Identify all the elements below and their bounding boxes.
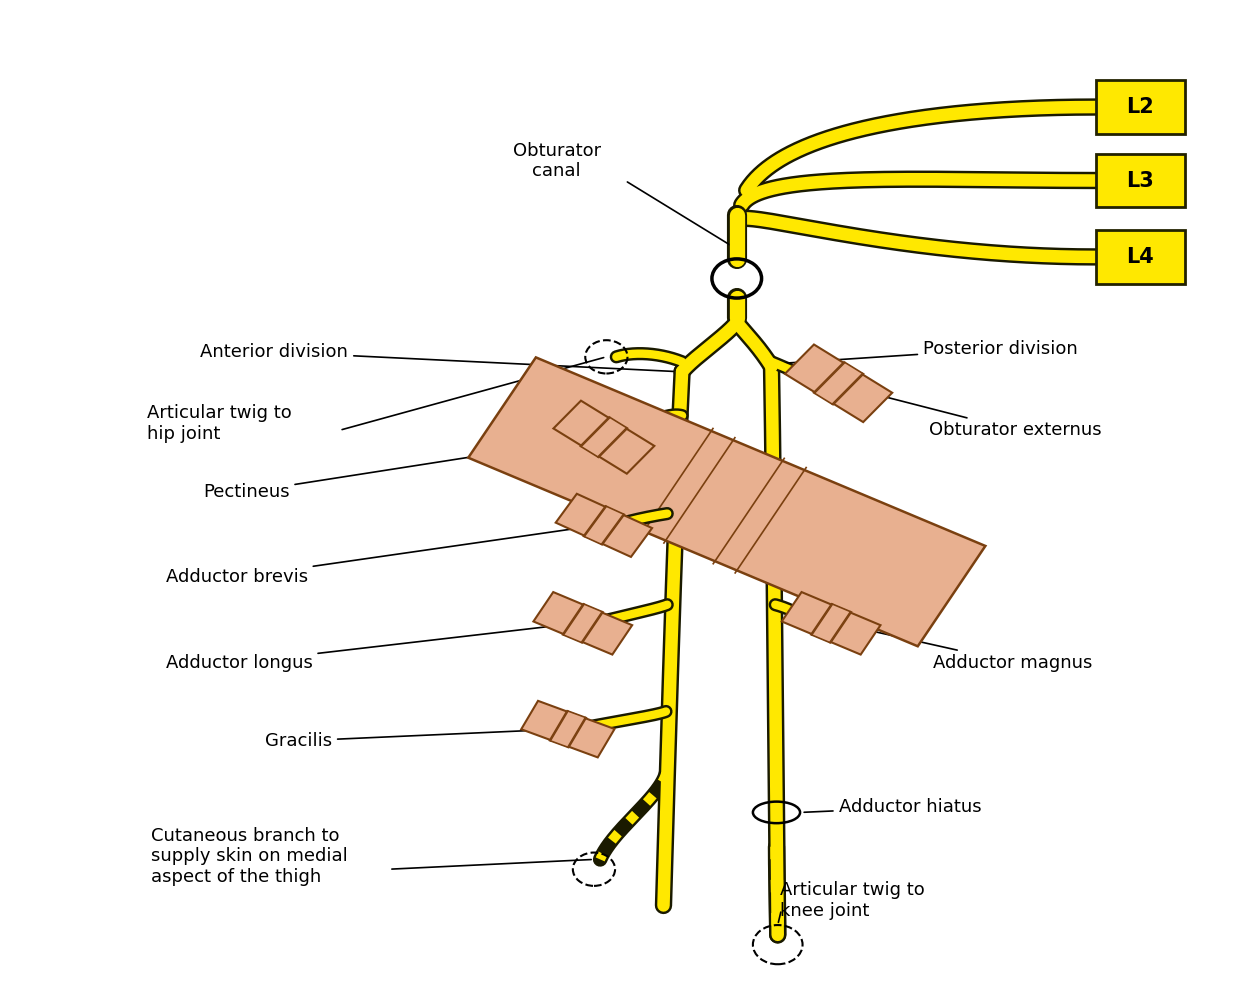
Text: Cutaneous branch to
supply skin on medial
aspect of the thigh: Cutaneous branch to supply skin on media… xyxy=(151,827,348,886)
Polygon shape xyxy=(781,592,880,655)
Text: Adductor brevis: Adductor brevis xyxy=(165,526,595,586)
Text: Adductor longus: Adductor longus xyxy=(165,623,574,672)
FancyBboxPatch shape xyxy=(1095,80,1185,134)
Polygon shape xyxy=(469,358,985,646)
Text: Posterior division: Posterior division xyxy=(779,340,1078,364)
Polygon shape xyxy=(785,345,892,422)
Text: Gracilis: Gracilis xyxy=(265,729,559,750)
Text: L2: L2 xyxy=(1126,97,1154,117)
Polygon shape xyxy=(580,417,628,457)
Polygon shape xyxy=(562,604,602,643)
Polygon shape xyxy=(584,506,625,544)
FancyBboxPatch shape xyxy=(1095,230,1185,284)
Polygon shape xyxy=(811,604,851,643)
Text: Anterior division: Anterior division xyxy=(200,343,674,371)
Text: Articular twig to
hip joint: Articular twig to hip joint xyxy=(148,404,291,443)
Text: L4: L4 xyxy=(1126,247,1154,267)
Polygon shape xyxy=(556,494,652,557)
Text: Adductor hiatus: Adductor hiatus xyxy=(804,798,981,816)
FancyBboxPatch shape xyxy=(1095,153,1185,207)
Text: Articular twig to
knee joint: Articular twig to knee joint xyxy=(780,881,925,920)
Text: Obturator externus: Obturator externus xyxy=(835,384,1101,440)
Polygon shape xyxy=(814,362,864,405)
Polygon shape xyxy=(534,592,632,655)
Text: Pectineus: Pectineus xyxy=(202,438,595,501)
Text: L3: L3 xyxy=(1126,171,1154,191)
Text: Obturator
canal: Obturator canal xyxy=(512,141,601,181)
Polygon shape xyxy=(554,401,654,473)
Polygon shape xyxy=(521,700,615,758)
Polygon shape xyxy=(550,710,586,748)
Text: Adductor magnus: Adductor magnus xyxy=(840,624,1092,672)
